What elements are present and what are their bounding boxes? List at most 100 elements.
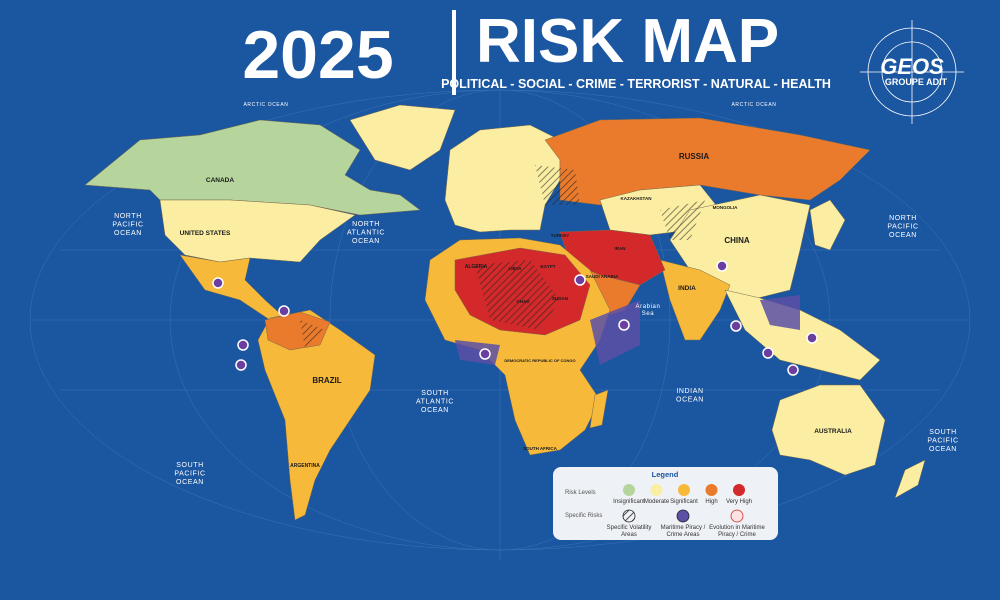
- year: 2025: [242, 17, 393, 93]
- ocean-label: ARCTIC OCEAN: [732, 102, 777, 108]
- country-label: LIBYA: [508, 266, 522, 271]
- ocean-label-line: OCEAN: [114, 230, 142, 237]
- country-label: SAUDI ARABIA: [586, 274, 619, 279]
- ocean-label: SOUTH ATLANTIC OCEAN: [416, 390, 454, 414]
- legend-swatch: [622, 509, 636, 523]
- ocean-label: SOUTH PACIFIC OCEAN: [174, 462, 205, 486]
- country-label: INDIA: [678, 285, 696, 292]
- legend-label: Areas: [621, 532, 637, 538]
- ocean-label-line: ATLANTIC: [416, 398, 454, 405]
- legend-group: Specific Risks: [565, 513, 602, 519]
- legend-swatch: [678, 484, 690, 496]
- ocean-labels: NORTH PACIFIC OCEAN NORTH ATLANTIC OCEAN NOR…: [112, 102, 958, 486]
- ocean-label-line: Arabian: [636, 304, 661, 310]
- ocean-label-line: OCEAN: [421, 407, 449, 414]
- legend-swatch: [733, 484, 745, 496]
- ocean-label-line: Sea: [642, 311, 655, 317]
- colombia-venezuela: [264, 311, 331, 351]
- ocean-label-line: NORTH: [889, 215, 917, 222]
- legend-swatch: [676, 509, 690, 523]
- ocean-label: INDIAN OCEAN: [676, 388, 704, 403]
- country-label: ARGENTINA: [290, 463, 320, 469]
- country-label: SOUTH AFRICA: [523, 446, 558, 451]
- country-label: RUSSIA: [679, 152, 709, 161]
- mexico: [179, 254, 286, 321]
- greenland: [349, 104, 456, 171]
- piracy-areas: [455, 295, 800, 365]
- ocean-label-line: SOUTH: [929, 429, 957, 436]
- ocean-label-line: PACIFIC: [174, 470, 205, 477]
- divider: [452, 10, 456, 95]
- united-states: [159, 199, 356, 263]
- legend-label: Moderate: [644, 499, 670, 505]
- legend-label: Evolution in Maritime: [709, 525, 765, 531]
- piracy-markers: [212, 260, 818, 376]
- australia: [771, 384, 886, 476]
- europe: [444, 124, 561, 233]
- legend-label: Specific Volatility: [607, 525, 652, 531]
- legend-swatch: [623, 484, 635, 496]
- ocean-label-line: NORTH: [114, 213, 142, 220]
- japan: [809, 199, 846, 251]
- south-america: [257, 309, 376, 521]
- legend-label: Piracy / Crime: [718, 532, 756, 538]
- ocean-label-line: ARCTIC OCEAN: [732, 102, 777, 108]
- country-label: CHINA: [724, 236, 750, 245]
- country-label: ALGERIA: [465, 264, 488, 270]
- ocean-label-line: INDIAN: [676, 388, 703, 395]
- ocean-label-line: PACIFIC: [927, 437, 958, 444]
- legend-box: [553, 467, 778, 540]
- ocean-label: NORTH ATLANTIC OCEAN: [347, 221, 385, 245]
- country-label: TURKEY: [551, 233, 570, 238]
- ocean-label: NORTH PACIFIC OCEAN: [887, 215, 918, 239]
- legend-label: Crime Areas: [666, 532, 699, 538]
- legend-title: Legend: [652, 470, 679, 479]
- legend-label: Insignificant: [613, 499, 645, 505]
- india: [659, 259, 731, 341]
- ocean-label-line: OCEAN: [352, 238, 380, 245]
- country-labels: CANADA UNITED STATES RUSSIA CHINA BRAZIL…: [180, 152, 852, 469]
- legend-label: High: [705, 499, 717, 505]
- ocean-label-line: PACIFIC: [887, 223, 918, 230]
- ocean-label-line: OCEAN: [929, 446, 957, 453]
- ocean-label: SOUTH PACIFIC OCEAN: [927, 429, 958, 453]
- ocean-label-line: OCEAN: [676, 396, 704, 403]
- logo: GEOS GROUPE ADIT: [860, 20, 964, 124]
- ocean-label-line: OCEAN: [889, 232, 917, 239]
- ocean-label-line: NORTH: [352, 221, 380, 228]
- legend-swatch: [730, 509, 744, 523]
- volatility-areas: [300, 165, 705, 348]
- country-label: MONGOLIA: [713, 205, 738, 210]
- legend-swatch: [650, 484, 663, 496]
- country-label: EGYPT: [540, 264, 556, 269]
- country-label: KAZAKHSTAN: [621, 196, 652, 201]
- ocean-label: Arabian Sea: [636, 304, 661, 317]
- new-zealand: [894, 459, 926, 499]
- title: RISK MAP: [476, 7, 779, 76]
- legend-label: Significant: [670, 499, 698, 505]
- legend: Legend Risk Levels Specific Risks Insign…: [553, 467, 778, 540]
- country-label: AUSTRALIA: [814, 428, 852, 435]
- country-label: BRAZIL: [312, 376, 341, 385]
- legend-label: Maritime Piracy /: [661, 525, 706, 531]
- ocean-label-line: SOUTH: [421, 390, 449, 397]
- ocean-label-line: SOUTH: [176, 462, 204, 469]
- legend-swatch: [705, 484, 718, 496]
- country-label: SUDAN: [552, 296, 568, 301]
- logo-name: GEOS: [880, 54, 944, 79]
- ocean-label-line: ATLANTIC: [347, 229, 385, 236]
- ocean-label-line: OCEAN: [176, 479, 204, 486]
- legend-label: Very High: [726, 499, 752, 505]
- ocean-label-line: ARCTIC OCEAN: [244, 102, 289, 108]
- madagascar: [589, 389, 609, 429]
- subtitle: POLITICAL - SOCIAL - CRIME - TERRORIST -…: [441, 77, 831, 91]
- country-label: IRAN: [615, 246, 626, 251]
- country-label: UNITED STATES: [180, 230, 231, 237]
- land: [84, 104, 926, 521]
- ocean-label: ARCTIC OCEAN: [244, 102, 289, 108]
- ocean-label: NORTH PACIFIC OCEAN: [112, 213, 143, 237]
